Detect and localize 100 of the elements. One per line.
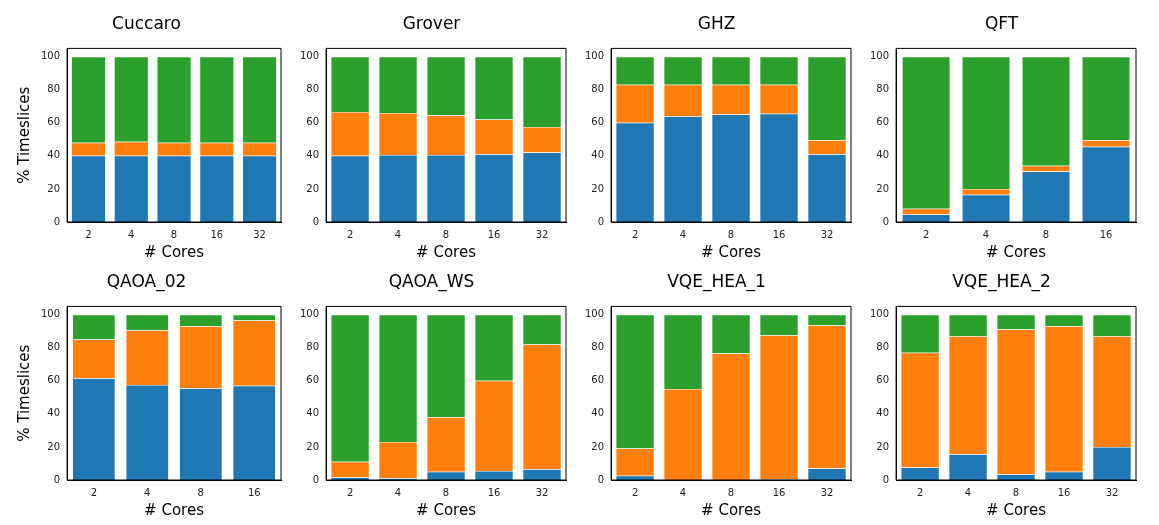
x-tick-label: 4 — [679, 228, 687, 240]
x-tick-label: 16 — [1057, 486, 1071, 498]
x-tick-label: 4 — [964, 486, 972, 498]
y-tick-label: 40 — [306, 407, 320, 419]
x-tick-label: 2 — [631, 228, 639, 240]
x-tick-label: 32 — [1105, 486, 1119, 498]
x-axis-title: # Cores — [416, 500, 477, 519]
y-tick-label: 0 — [53, 215, 61, 227]
y-tick-label: 100 — [40, 308, 61, 320]
y-tick-label: 0 — [312, 473, 320, 485]
x-tick-label: 2 — [346, 486, 354, 498]
y-tick-label: 20 — [306, 440, 320, 452]
x-tick-label: 32 — [535, 486, 549, 498]
x-tick-label: 32 — [535, 228, 549, 240]
y-tick-label: 100 — [584, 308, 605, 320]
x-tick-label: 16 — [210, 228, 224, 240]
x-tick-label: 4 — [982, 228, 990, 240]
y-tick-label: 100 — [584, 50, 605, 62]
x-tick-label: 8 — [1042, 228, 1050, 240]
y-tick-label: 20 — [591, 440, 605, 452]
y-tick-label: 40 — [591, 407, 605, 419]
x-tick-label: 2 — [90, 486, 98, 498]
x-tick-label: 8 — [442, 486, 450, 498]
y-tick-label: 0 — [597, 215, 605, 227]
y-axis-title: % Timeslices — [14, 86, 33, 184]
y-tick-label: 80 — [47, 341, 61, 353]
y-tick-label: 80 — [591, 341, 605, 353]
x-tick-label: 2 — [922, 228, 930, 240]
y-tick-label: 20 — [47, 440, 61, 452]
x-tick-label: 2 — [916, 486, 924, 498]
x-tick-label: 8 — [442, 228, 450, 240]
x-tick-label: 4 — [144, 486, 151, 498]
y-tick-label: 80 — [47, 83, 61, 95]
y-tick-label: 40 — [876, 149, 890, 161]
x-tick-label: 4 — [679, 486, 687, 498]
chart-title: VQE_HEA_2 — [952, 270, 1051, 292]
y-tick-label: 40 — [591, 149, 605, 161]
y-tick-label: 0 — [882, 473, 890, 485]
chart-title: QAOA_WS — [388, 270, 475, 292]
y-tick-label: 80 — [876, 83, 890, 95]
x-tick-label: 8 — [727, 228, 735, 240]
chart-title: Grover — [402, 12, 461, 33]
y-tick-label: 20 — [47, 182, 61, 194]
y-tick-label: 20 — [306, 182, 320, 194]
x-tick-label: 8 — [170, 228, 178, 240]
y-tick-label: 60 — [876, 374, 890, 386]
x-tick-label: 16 — [487, 486, 501, 498]
y-tick-label: 60 — [876, 116, 890, 128]
y-tick-label: 20 — [591, 182, 605, 194]
y-tick-label: 60 — [591, 374, 605, 386]
y-tick-label: 100 — [869, 50, 890, 62]
y-tick-label: 60 — [47, 116, 61, 128]
x-tick-label: 16 — [772, 486, 786, 498]
y-tick-label: 60 — [306, 116, 320, 128]
y-tick-label: 20 — [876, 182, 890, 194]
y-tick-label: 80 — [591, 83, 605, 95]
x-axis-title: # Cores — [986, 500, 1047, 519]
y-tick-label: 0 — [312, 215, 320, 227]
x-tick-label: 8 — [1012, 486, 1020, 498]
y-tick-label: 60 — [306, 374, 320, 386]
y-tick-label: 20 — [876, 440, 890, 452]
x-axis-title: # Cores — [416, 242, 477, 261]
x-tick-label: 2 — [631, 486, 639, 498]
x-axis-title: # Cores — [144, 242, 205, 261]
x-tick-label: 4 — [394, 486, 402, 498]
x-tick-label: 8 — [727, 486, 735, 498]
y-tick-label: 100 — [299, 308, 320, 320]
chart-title: Cuccaro — [112, 12, 181, 33]
y-tick-label: 0 — [53, 473, 61, 485]
x-tick-label: 4 — [394, 228, 402, 240]
y-tick-label: 40 — [306, 149, 320, 161]
x-axis-title: # Cores — [986, 242, 1047, 261]
x-tick-label: 16 — [1099, 228, 1113, 240]
y-tick-label: 80 — [306, 83, 320, 95]
x-tick-label: 2 — [85, 228, 92, 240]
y-tick-label: 0 — [597, 473, 605, 485]
chart-title: VQE_HEA_1 — [667, 270, 766, 292]
y-tick-label: 80 — [876, 341, 890, 353]
chart-title: QAOA_02 — [106, 270, 187, 292]
y-tick-label: 0 — [882, 215, 890, 227]
y-tick-label: 40 — [876, 407, 890, 419]
y-tick-label: 100 — [40, 50, 61, 62]
y-tick-label: 100 — [869, 308, 890, 320]
x-tick-label: 32 — [253, 228, 266, 240]
x-tick-label: 8 — [197, 486, 204, 498]
x-tick-label: 4 — [128, 228, 135, 240]
x-axis-title: # Cores — [701, 500, 762, 519]
y-tick-label: 80 — [306, 341, 320, 353]
x-axis-title: # Cores — [144, 500, 205, 519]
y-tick-label: 100 — [299, 50, 320, 62]
y-tick-label: 40 — [47, 407, 61, 419]
y-tick-label: 60 — [591, 116, 605, 128]
y-tick-label: 40 — [47, 149, 61, 161]
x-tick-label: 16 — [247, 486, 261, 498]
x-axis-title: # Cores — [701, 242, 762, 261]
x-tick-label: 32 — [820, 486, 834, 498]
x-tick-label: 2 — [346, 228, 354, 240]
y-axis-title: % Timeslices — [14, 344, 33, 442]
x-tick-label: 32 — [820, 228, 834, 240]
y-tick-label: 60 — [47, 374, 61, 386]
